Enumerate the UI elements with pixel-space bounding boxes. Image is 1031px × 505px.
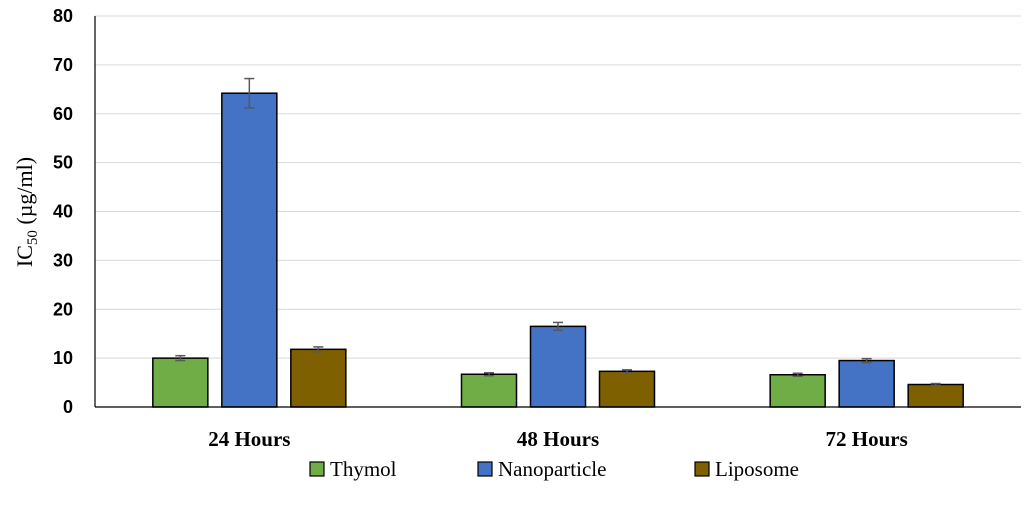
error-bar xyxy=(861,357,872,364)
error-bar xyxy=(175,354,186,362)
bar-liposome-1 xyxy=(290,348,347,408)
y-tick-label: 30 xyxy=(53,250,73,270)
legend-label: Nanoparticle xyxy=(498,457,606,481)
error-bar xyxy=(313,346,324,353)
category-label: 24 Hours xyxy=(208,427,290,451)
bar-liposome-3 xyxy=(907,383,964,408)
y-tick-label: 0 xyxy=(63,397,73,417)
bar-nanoparticle-1 xyxy=(221,92,278,408)
bars xyxy=(152,92,964,408)
y-tick-label: 20 xyxy=(53,299,73,319)
y-tick-labels: 0 10 20 30 40 50 60 70 80 xyxy=(53,6,73,417)
y-tick-label: 70 xyxy=(53,55,73,75)
error-bar xyxy=(792,372,803,377)
legend-label: Liposome xyxy=(715,457,799,481)
error-bar xyxy=(244,77,255,109)
bar-thymol-1 xyxy=(152,357,209,408)
y-tick-label: 40 xyxy=(53,202,73,222)
legend-swatch xyxy=(309,461,325,477)
category-label: 48 Hours xyxy=(517,427,599,451)
bar-thymol-3 xyxy=(769,373,826,408)
legend-swatch xyxy=(477,461,493,477)
bar-nanoparticle-2 xyxy=(529,325,587,408)
legend-item-nanoparticle: Nanoparticle xyxy=(477,457,606,481)
legend-label: Thymol xyxy=(330,457,397,481)
error-bar xyxy=(484,372,494,377)
y-axis-label-main: IC xyxy=(12,245,37,267)
bar-thymol-2 xyxy=(460,373,518,408)
error-bar xyxy=(930,382,941,387)
y-axis-label: IC50 (µg/ml) xyxy=(12,157,41,267)
category-labels: 24 Hours 48 Hours 72 Hours xyxy=(208,427,908,451)
y-tick-label: 50 xyxy=(53,153,73,173)
y-tick-label: 10 xyxy=(53,348,73,368)
category-label: 72 Hours xyxy=(826,427,908,451)
y-tick-label: 80 xyxy=(53,6,73,26)
y-axis-label-subscript: 50 xyxy=(25,230,41,245)
legend-swatch xyxy=(694,461,710,477)
y-axis-label-unit: (µg/ml) xyxy=(12,157,37,230)
bar-liposome-2 xyxy=(598,370,656,408)
y-tick-label: 60 xyxy=(53,104,73,124)
error-bar xyxy=(553,321,563,332)
error-bars xyxy=(175,77,941,387)
legend: Thymol Nanoparticle Liposome xyxy=(309,457,799,481)
bar-nanoparticle-3 xyxy=(838,359,895,408)
legend-item-liposome: Liposome xyxy=(694,457,799,481)
legend-item-thymol: Thymol xyxy=(309,457,397,481)
error-bar xyxy=(622,369,632,374)
